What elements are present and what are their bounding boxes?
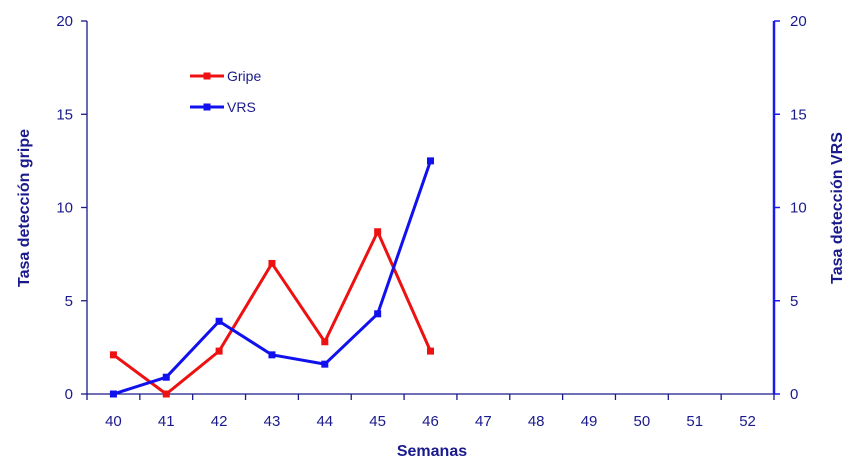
x-tick-label: 50: [634, 413, 651, 430]
x-tick-label: 41: [158, 413, 175, 430]
left-y-tick-label: 5: [65, 293, 73, 310]
legend-label-gripe: Gripe: [227, 68, 261, 84]
data-point-gripe: [215, 347, 223, 355]
chart-series: [109, 157, 434, 398]
left-y-tick-label: 0: [65, 386, 73, 403]
x-axis-title: Semanas: [397, 443, 467, 460]
data-point-vrs: [321, 360, 329, 368]
left-y-tick-label: 15: [56, 106, 73, 123]
chart-ticks: 0 0 5 5 10 10 15 15 20 20 40 41 42 43 44 45 46 47 48 49 50 51…: [56, 13, 806, 430]
data-point-vrs: [268, 351, 276, 359]
series-line-vrs: [112, 160, 432, 396]
x-tick-label: 48: [528, 413, 545, 430]
x-tick-label: 52: [739, 413, 756, 430]
right-y-tick-label: 5: [790, 293, 798, 310]
data-point-gripe: [321, 338, 329, 346]
right-y-axis-title: Tasa detección VRS: [829, 132, 844, 284]
data-point-gripe: [374, 228, 382, 236]
right-y-tick-label: 15: [790, 106, 807, 123]
data-point-vrs: [427, 157, 434, 165]
x-tick-label: 42: [211, 413, 228, 430]
data-point-vrs: [162, 373, 170, 381]
legend-label-vrs: VRS: [227, 99, 256, 115]
x-tick-label: 51: [686, 413, 703, 430]
x-tick-label: 44: [316, 413, 333, 430]
x-tick-label: 49: [581, 413, 598, 430]
data-point-vrs: [215, 317, 223, 325]
right-y-tick-label: 10: [790, 200, 807, 217]
x-tick-label: 47: [475, 413, 492, 430]
data-point-vrs: [374, 310, 382, 318]
chart-legend: Gripe VRS: [190, 68, 261, 115]
left-y-tick-label: 20: [56, 13, 73, 30]
data-point-gripe: [162, 390, 170, 398]
x-tick-label: 45: [369, 413, 386, 430]
data-point-gripe: [268, 259, 276, 267]
series-line-gripe: [112, 230, 432, 396]
left-y-axis-title: Tasa detección gripe: [16, 129, 33, 287]
x-tick-label: 40: [105, 413, 122, 430]
x-tick-label: 46: [422, 413, 439, 430]
data-point-gripe: [109, 351, 117, 359]
data-point-vrs: [109, 390, 117, 398]
legend-marker-vrs: [203, 103, 211, 111]
x-tick-label: 43: [264, 413, 281, 430]
left-y-tick-label: 10: [56, 200, 73, 217]
data-point-gripe: [427, 347, 434, 355]
legend-marker-gripe: [203, 72, 211, 80]
right-y-tick-label: 20: [790, 13, 807, 30]
right-y-tick-label: 0: [790, 386, 798, 403]
